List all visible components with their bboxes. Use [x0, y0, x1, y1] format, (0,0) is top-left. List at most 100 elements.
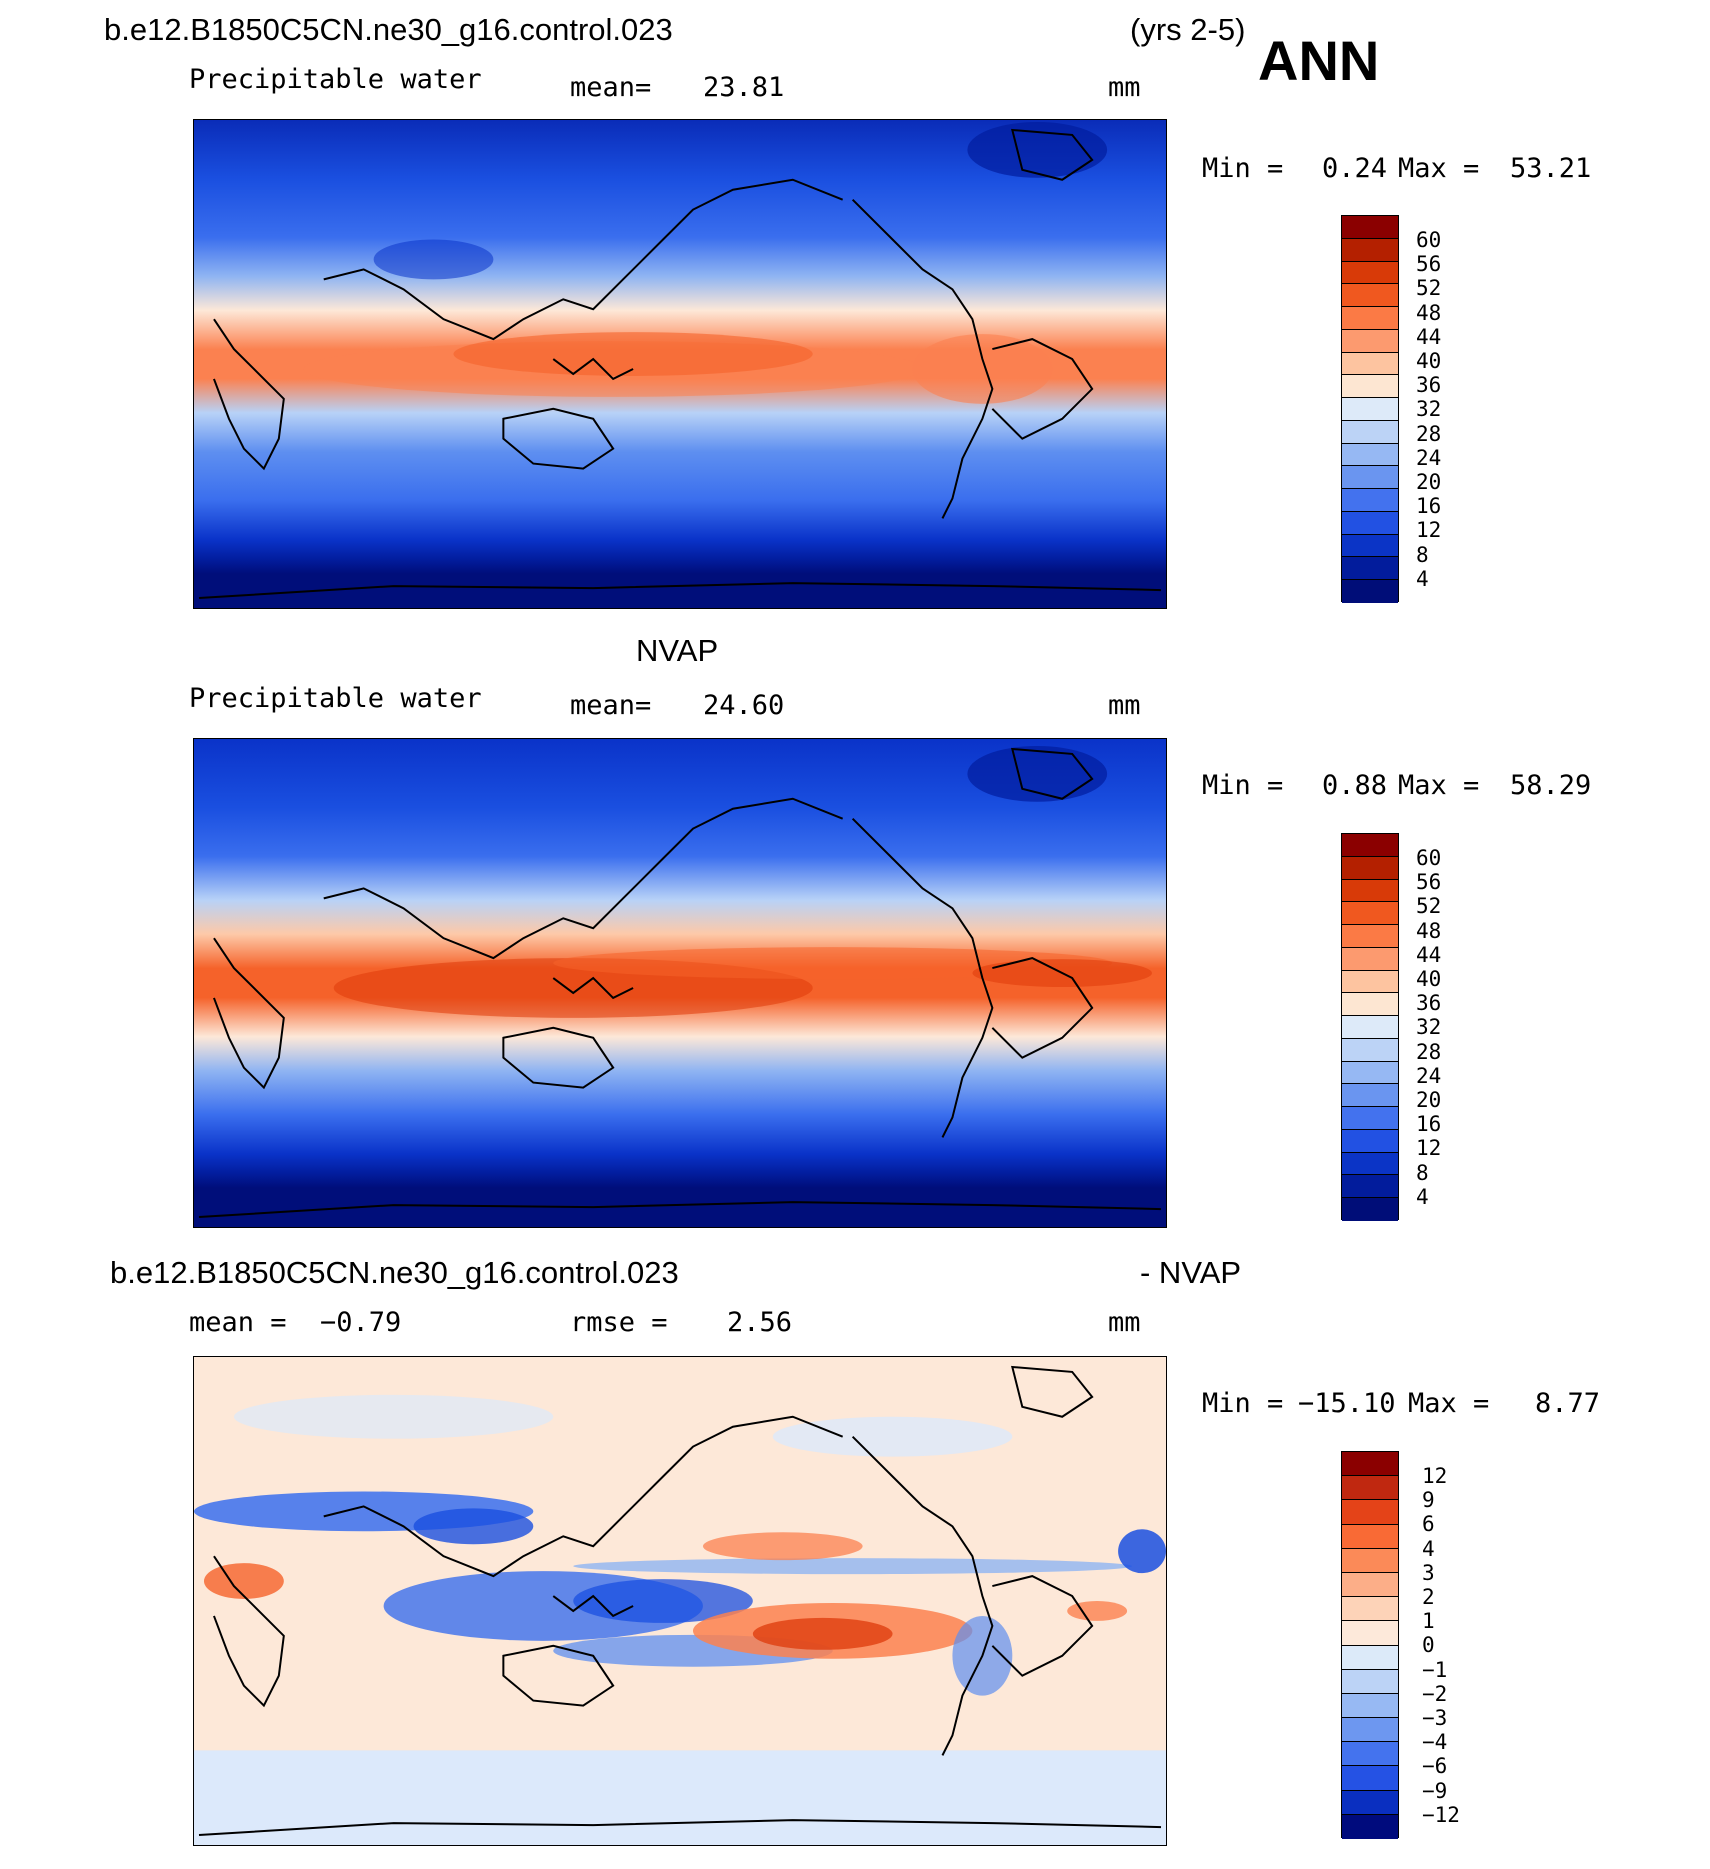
panel3-max-value: 8.77 — [1535, 1388, 1601, 1419]
colorbar-swatch — [1342, 420, 1398, 444]
colorbar-swatch — [1342, 1061, 1398, 1085]
colorbar-swatch — [1342, 1152, 1398, 1176]
colorbar-swatch — [1342, 1742, 1398, 1767]
colorbar-swatch — [1342, 284, 1398, 307]
colorbar-swatch — [1342, 261, 1398, 285]
panel1-max-label: Max = — [1398, 153, 1480, 184]
colorbar-level-label: 36 — [1416, 991, 1442, 1016]
panel2-max-label: Max = — [1398, 770, 1480, 801]
panel3-rmse-label: rmse = — [570, 1307, 668, 1338]
colorbar-level-label: 16 — [1416, 494, 1442, 519]
colorbar-swatch — [1342, 1693, 1398, 1719]
case-title: b.e12.B1850C5CN.ne30_g16.control.023 — [104, 12, 673, 47]
colorbar-level-label: 4 — [1422, 1536, 1435, 1561]
panel1-colorbar — [1341, 215, 1399, 603]
panel3-min-value: −15.10 — [1298, 1388, 1396, 1419]
panel3-mean-value: −0.79 — [320, 1307, 402, 1338]
colorbar-level-label: 8 — [1416, 542, 1429, 567]
colorbar-level-label: 8 — [1416, 1160, 1429, 1185]
panel2-contour-field — [194, 739, 1166, 1227]
colorbar-swatch — [1342, 1016, 1398, 1039]
colorbar-level-label: 12 — [1416, 1136, 1442, 1161]
colorbar-level-label: 40 — [1416, 967, 1442, 991]
colorbar-swatch — [1342, 1814, 1398, 1839]
colorbar-swatch — [1342, 1476, 1398, 1501]
panel1-min-value: 0.24 — [1322, 153, 1388, 184]
panel2-map — [193, 738, 1167, 1228]
panel2-min-label: Min = — [1202, 770, 1284, 801]
panel2-variable: Precipitable water — [189, 683, 482, 714]
colorbar-level-label: 52 — [1416, 276, 1442, 301]
colorbar-swatch — [1342, 557, 1398, 580]
panel3-min-label: Min = — [1202, 1388, 1284, 1419]
colorbar-level-label: −3 — [1422, 1706, 1448, 1730]
colorbar-swatch — [1342, 1129, 1398, 1153]
panel1-variable: Precipitable water — [189, 64, 482, 95]
colorbar-level-label: 3 — [1422, 1560, 1435, 1585]
colorbar-level-label: 32 — [1416, 1015, 1442, 1040]
colorbar-level-label: 24 — [1416, 445, 1442, 470]
panel3-title-left: b.e12.B1850C5CN.ne30_g16.control.023 — [110, 1255, 679, 1290]
colorbar-level-label: 44 — [1416, 324, 1442, 349]
colorbar-level-label: 60 — [1416, 846, 1442, 870]
colorbar-level-label: 6 — [1422, 1512, 1435, 1537]
colorbar-swatch — [1342, 1572, 1398, 1598]
colorbar-swatch — [1342, 1548, 1398, 1573]
colorbar-level-label: 56 — [1416, 252, 1442, 277]
colorbar-level-label: 28 — [1416, 1039, 1442, 1064]
colorbar-swatch — [1342, 1038, 1398, 1062]
panel1-map — [193, 119, 1167, 609]
colorbar-level-label: 4 — [1416, 1184, 1429, 1209]
colorbar-level-label: 36 — [1416, 373, 1442, 398]
colorbar-level-label: 12 — [1422, 1464, 1448, 1488]
colorbar-swatch — [1342, 1669, 1398, 1694]
panel3-max-label: Max = — [1408, 1388, 1490, 1419]
panel1-contour-field — [194, 120, 1166, 608]
colorbar-level-label: 1 — [1422, 1609, 1435, 1634]
colorbar-level-label: 52 — [1416, 894, 1442, 919]
panel2-title: NVAP — [636, 633, 719, 668]
colorbar-swatch — [1342, 1452, 1398, 1477]
colorbar-swatch — [1342, 398, 1398, 421]
panel3-map — [193, 1356, 1167, 1846]
colorbar-swatch — [1342, 1645, 1398, 1670]
panel3-title-right: - NVAP — [1140, 1255, 1242, 1290]
colorbar-swatch — [1342, 238, 1398, 262]
panel2-mean-value: 24.60 — [703, 690, 785, 721]
colorbar-level-label: 12 — [1416, 518, 1442, 543]
panel3-colorbar — [1341, 1451, 1399, 1839]
panel2-units: mm — [1108, 690, 1141, 721]
colorbar-swatch — [1342, 902, 1398, 925]
colorbar-level-label: 20 — [1416, 470, 1442, 494]
colorbar-swatch — [1342, 329, 1398, 353]
colorbar-swatch — [1342, 443, 1398, 467]
panel2-max-value: 58.29 — [1510, 770, 1592, 801]
colorbar-level-label: 40 — [1416, 349, 1442, 373]
colorbar-swatch — [1342, 534, 1398, 558]
colorbar-level-label: 32 — [1416, 397, 1442, 422]
colorbar-level-label: 48 — [1416, 300, 1442, 325]
colorbar-swatch — [1342, 1107, 1398, 1130]
colorbar-swatch — [1342, 352, 1398, 376]
colorbar-level-label: 4 — [1416, 566, 1429, 591]
colorbar-swatch — [1342, 993, 1398, 1016]
panel3-units: mm — [1108, 1307, 1141, 1338]
colorbar-swatch — [1342, 1597, 1398, 1622]
colorbar-swatch — [1342, 489, 1398, 512]
colorbar-level-label: 48 — [1416, 918, 1442, 943]
colorbar-swatch — [1342, 375, 1398, 398]
panel2-colorbar — [1341, 833, 1399, 1221]
season-label: ANN — [1258, 29, 1380, 92]
colorbar-swatch — [1342, 1718, 1398, 1743]
panel2-min-value: 0.88 — [1322, 770, 1388, 801]
panel1-min-label: Min = — [1202, 153, 1284, 184]
panel3-contour-field — [194, 1357, 1166, 1845]
panel1-mean-value: 23.81 — [703, 72, 785, 103]
colorbar-swatch — [1342, 307, 1398, 330]
panel1-mean-label: mean= — [570, 72, 652, 103]
colorbar-swatch — [1342, 947, 1398, 971]
colorbar-level-label: −1 — [1422, 1657, 1448, 1682]
colorbar-level-label: 56 — [1416, 870, 1442, 895]
colorbar-level-label: 60 — [1416, 228, 1442, 252]
colorbar-swatch — [1342, 925, 1398, 948]
